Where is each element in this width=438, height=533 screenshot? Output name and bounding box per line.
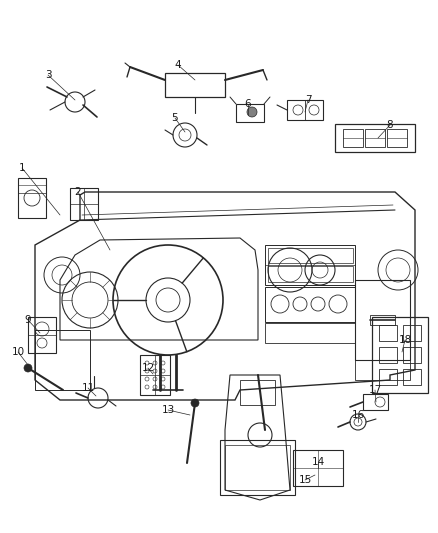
Bar	[403, 369, 421, 385]
Text: 4: 4	[175, 60, 181, 70]
Bar	[70, 188, 98, 220]
Circle shape	[191, 399, 199, 407]
Bar	[365, 129, 385, 147]
Bar	[343, 129, 363, 147]
Bar	[18, 178, 46, 218]
Text: 11: 11	[81, 383, 95, 393]
Text: 9: 9	[25, 315, 31, 325]
Bar	[225, 445, 290, 490]
Bar	[355, 360, 410, 380]
Bar	[236, 104, 264, 122]
Text: 13: 13	[161, 405, 175, 415]
Circle shape	[24, 364, 32, 372]
Text: 15: 15	[298, 475, 311, 485]
Bar	[335, 124, 415, 152]
Bar	[268, 266, 353, 282]
Bar	[240, 380, 275, 405]
Text: 2: 2	[75, 187, 81, 197]
Bar	[387, 129, 407, 147]
Text: 8: 8	[387, 120, 393, 130]
Bar	[220, 440, 295, 495]
Bar	[165, 73, 225, 97]
Bar	[363, 394, 388, 410]
Bar	[140, 355, 170, 395]
Text: 6: 6	[245, 99, 251, 109]
Bar	[35, 330, 90, 390]
Text: 1: 1	[19, 163, 25, 173]
Text: 10: 10	[11, 347, 25, 357]
Bar	[28, 317, 56, 353]
Bar	[372, 317, 428, 393]
Circle shape	[247, 107, 257, 117]
Bar	[403, 325, 421, 341]
Text: 18: 18	[399, 335, 412, 345]
Bar	[355, 280, 410, 360]
Bar	[379, 369, 397, 385]
Bar	[379, 347, 397, 363]
Text: 17: 17	[368, 385, 381, 395]
Bar	[403, 347, 421, 363]
Bar	[379, 325, 397, 341]
Text: 7: 7	[305, 95, 311, 105]
Bar	[287, 100, 323, 120]
Bar	[370, 315, 395, 325]
Text: 14: 14	[311, 457, 325, 467]
Bar	[265, 245, 355, 285]
Text: 16: 16	[351, 410, 364, 420]
Bar	[293, 450, 343, 486]
Bar	[268, 248, 353, 263]
Bar	[265, 287, 355, 322]
Text: 12: 12	[141, 363, 155, 373]
Bar	[265, 323, 355, 343]
Text: 5: 5	[172, 113, 178, 123]
Text: 3: 3	[45, 70, 51, 80]
